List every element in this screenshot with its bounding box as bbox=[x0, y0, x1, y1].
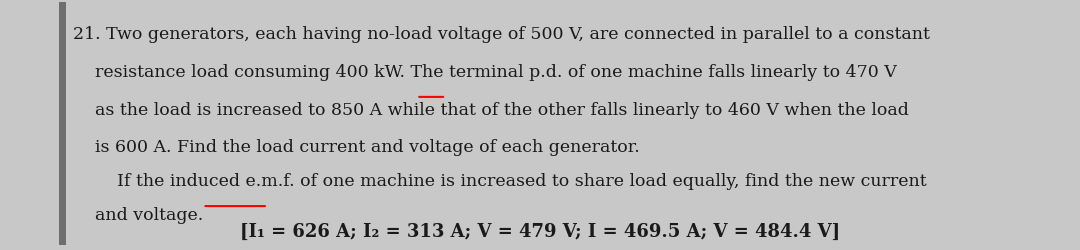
Bar bbox=[59, 2, 66, 245]
Text: 21. Two generators, each having no-load voltage of 500 V, are connected in paral: 21. Two generators, each having no-load … bbox=[73, 26, 930, 43]
Text: If the induced e.m.f. of one machine is increased to share load equally, find th: If the induced e.m.f. of one machine is … bbox=[73, 172, 927, 190]
Text: is 600 A. Find the load current and voltage of each generator.: is 600 A. Find the load current and volt… bbox=[73, 139, 640, 156]
Text: [I₁ = 626 A; I₂ = 313 A; V = 479 V; I = 469.5 A; V = 484.4 V]: [I₁ = 626 A; I₂ = 313 A; V = 479 V; I = … bbox=[240, 222, 840, 240]
Text: and voltage.: and voltage. bbox=[73, 206, 204, 223]
Text: resistance load consuming 400 kW. The terminal p.d. of one machine falls linearl: resistance load consuming 400 kW. The te… bbox=[73, 64, 897, 81]
Text: as the load is increased to 850 A while that of the other falls linearly to 460 : as the load is increased to 850 A while … bbox=[73, 101, 909, 118]
